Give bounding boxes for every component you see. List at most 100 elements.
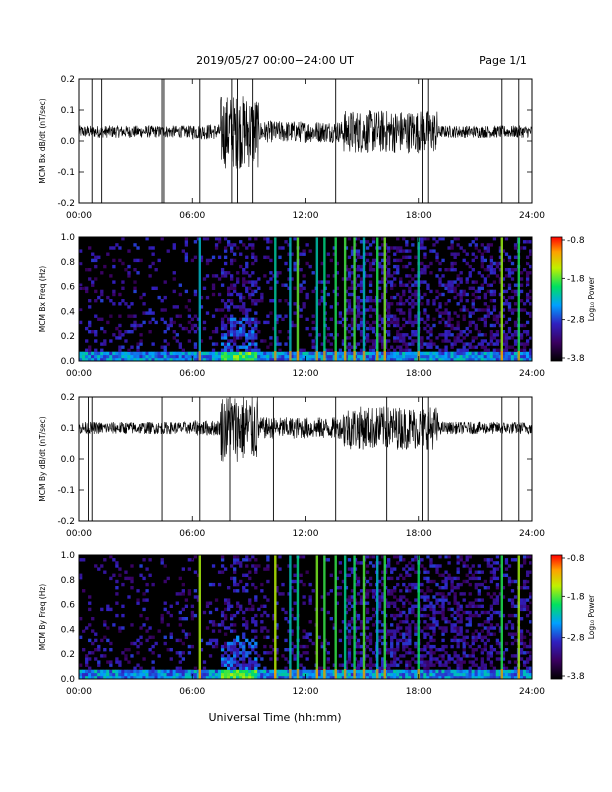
spectrogram-cell (187, 351, 192, 356)
spectrogram-cell (438, 598, 442, 602)
spectrogram-cell (359, 240, 364, 244)
spectrogram-cell (257, 330, 261, 334)
spectrogram-cell (223, 323, 228, 328)
spectrogram-cell (236, 654, 240, 658)
colorbar-bx (550, 236, 563, 362)
spectrogram-cell (145, 669, 149, 674)
spectrogram-cell (226, 240, 231, 244)
spectrogram-cell (396, 249, 400, 253)
spectrogram-cell (492, 348, 497, 352)
spectrogram-cell (130, 351, 134, 356)
spectrogram-cell (381, 592, 385, 596)
spectrogram-cell (79, 635, 83, 639)
spectrogram-cell (356, 675, 361, 680)
spectrogram-cell (522, 555, 527, 559)
spectrogram-cell (356, 672, 361, 677)
spectrogram-cell (233, 675, 237, 680)
spectrogram-cell (492, 675, 497, 680)
spectrogram-cell (510, 311, 515, 315)
spectrogram-cell (103, 354, 107, 359)
spectrogram-cell (507, 613, 512, 618)
spectrogram-cell (308, 632, 312, 636)
spectrogram-cell (220, 669, 225, 674)
spectrogram-cell (196, 357, 201, 362)
spectrogram-cell (211, 314, 216, 318)
spectrogram-cell (94, 264, 98, 269)
spectrogram-cell (381, 339, 385, 343)
spectrogram-cell (371, 240, 376, 244)
spectrogram-cell (311, 326, 315, 331)
x-tick-label: 12:00 (293, 369, 319, 379)
spectrogram-cell (399, 348, 403, 352)
spectrogram-cell (483, 258, 487, 263)
spectrogram-cell (205, 601, 210, 605)
spectrogram-cell (127, 576, 131, 581)
spectrogram-cell (480, 357, 484, 362)
spectrogram-cell (208, 620, 213, 624)
spectrogram-cell (287, 672, 291, 677)
spectrogram-cell (423, 351, 427, 356)
spectrogram-cell (347, 635, 352, 639)
spectrogram-cell (217, 357, 222, 362)
spectrogram-cell (82, 648, 86, 652)
spectrogram-cell (483, 277, 487, 281)
spectrogram-cell (371, 237, 376, 241)
spectrogram-cell (226, 648, 231, 652)
spectrogram-cell (242, 675, 246, 680)
spectrogram-cell (429, 345, 433, 349)
spectrogram-cell (438, 292, 442, 297)
spectrogram-cell (423, 271, 427, 275)
spectrogram-cell (393, 283, 397, 287)
spectrogram-cell (453, 295, 457, 300)
spectrogram-cell (528, 592, 533, 596)
spectrogram-cell (109, 351, 113, 356)
spectrogram-cell (411, 357, 415, 362)
spectrogram-cell (402, 675, 406, 680)
spectrogram-cell (103, 620, 107, 624)
spectrogram-cell (175, 601, 179, 605)
spectrogram-cell (236, 348, 240, 352)
spectrogram-cell (507, 258, 512, 263)
spectrogram-cell (504, 641, 509, 646)
spectrogram-cell (453, 339, 457, 343)
spectrogram-cell (405, 243, 409, 247)
spectrogram-cell (230, 629, 234, 633)
spectrogram-cell (459, 582, 463, 587)
spectrogram-cell (507, 598, 512, 602)
spectrogram-cell (133, 641, 137, 646)
spectrogram-cell (130, 302, 134, 306)
spectrogram-cell (245, 620, 249, 624)
spectrogram-cell (468, 354, 472, 359)
spectrogram-cell (483, 339, 487, 343)
spectrogram-cell (254, 323, 258, 328)
spectrogram-cell (408, 641, 412, 646)
spectrogram-cell (193, 613, 198, 618)
spectrogram-cell (453, 617, 457, 621)
spectrogram-cell (402, 255, 406, 259)
spectrogram-cell (447, 280, 451, 284)
spectrogram-cell (275, 601, 279, 605)
spectrogram-cell (317, 666, 321, 670)
spectrogram-cell (399, 311, 403, 315)
spectrogram-cell (486, 289, 491, 294)
spectrogram-cell (381, 258, 385, 263)
spectrogram-cell (151, 354, 155, 359)
spectrogram-cell (88, 657, 92, 661)
spectrogram-cell (480, 582, 484, 587)
spectrogram-cell (347, 669, 352, 674)
spectrogram-cell (408, 357, 412, 362)
spectrogram-cell (483, 317, 487, 321)
spectrogram-cell (94, 351, 98, 356)
spectrogram-cell (350, 271, 355, 275)
spectrogram-cell (226, 243, 231, 247)
spectrogram-cell (275, 648, 279, 652)
spectrogram-cell (338, 663, 343, 667)
spectrogram-cell (350, 604, 355, 608)
spectrogram-cell (344, 573, 349, 577)
spectrogram-cell (178, 651, 182, 655)
spectrogram-cell (525, 651, 530, 655)
spectrogram-cell (501, 249, 506, 253)
spectrogram-cell (175, 666, 179, 670)
spectrogram-cell (242, 617, 246, 621)
spectrogram-cell (444, 320, 448, 325)
